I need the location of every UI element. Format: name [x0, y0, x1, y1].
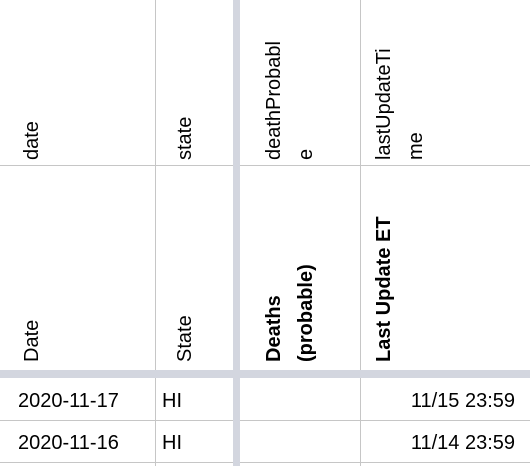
header-text: Date: [21, 320, 43, 362]
state-cell: HI: [162, 390, 182, 412]
frozen-row-divider: [0, 370, 530, 378]
cells: date state deathProbabl e lastUpdateTi me Date…: [18, 41, 515, 454]
last-update-cell: 11/15 23:59: [411, 390, 515, 412]
header-text: e: [295, 149, 317, 160]
header-text: state: [174, 117, 196, 160]
header-text: me: [405, 132, 427, 160]
state-cell: HI: [162, 432, 182, 454]
header-text: lastUpdateTi: [373, 48, 395, 160]
header-text: Deaths: [263, 295, 285, 362]
header-text: (probable): [295, 264, 317, 362]
frozen-column-divider: [233, 0, 240, 466]
last-update-cell: 11/14 23:59: [411, 432, 515, 454]
header-text: date: [21, 121, 43, 160]
header-text: State: [174, 315, 196, 362]
date-cell: 2020-11-17: [18, 390, 119, 412]
header-text: Last Update ET: [373, 216, 395, 362]
date-cell: 2020-11-16: [18, 432, 119, 454]
header-text: deathProbabl: [263, 41, 285, 160]
